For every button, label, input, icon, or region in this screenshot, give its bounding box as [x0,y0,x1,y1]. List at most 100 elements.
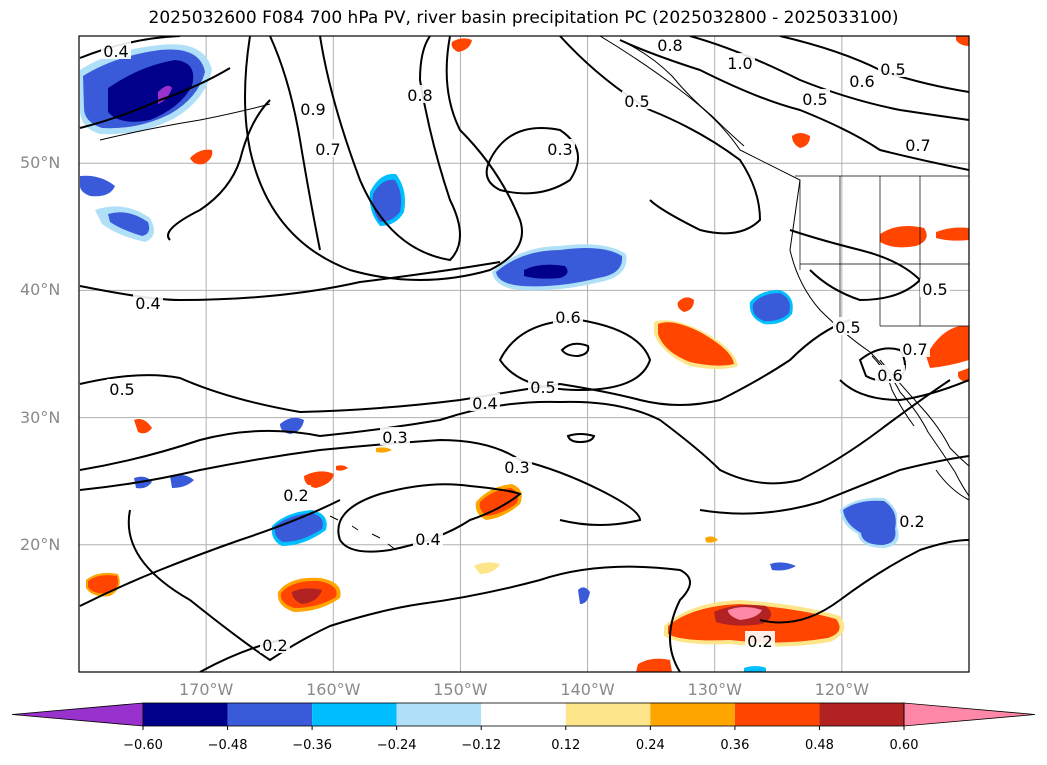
contour-label: 0.8 [657,36,682,55]
contour-label: 0.5 [922,280,947,299]
contour-label: 0.2 [283,486,308,505]
latitude-tick-label: 50°N [20,153,61,173]
contour-label: 0.4 [472,394,497,413]
precip-region [274,513,323,542]
contour-label: 0.5 [109,380,134,399]
precip-region [88,575,118,594]
precip-region [752,293,790,322]
colorbar-tick-label: 0.36 [720,738,750,753]
precip-region [108,60,194,122]
contour-label-bg [847,71,877,89]
longitude-tick-label: 120°W [814,680,870,699]
precip-region [292,588,322,604]
coastline-alaska-islands [619,39,745,147]
contour-label: 0.8 [407,86,432,105]
contour-label-bg [655,36,685,53]
border-states [799,176,969,326]
coastline-north-america [599,36,969,497]
pv-contour [79,499,341,607]
precip-region [705,536,718,543]
contour-label-bg [528,377,558,395]
precip-region [524,264,568,279]
precip-region [134,419,152,434]
latitude-tick-label: 30°N [20,407,61,427]
precip-region [792,133,810,148]
longitude-tick-label: 130°W [687,680,742,699]
pv-contour [566,433,596,444]
contour-label-bg [405,85,435,103]
colorbar-tick-label: −0.36 [292,738,333,753]
colorbar-segment [650,703,735,726]
contour-label: 0.7 [905,136,930,155]
contour-label-bg [298,99,328,117]
pv-contour [319,36,461,262]
precip-region [170,474,194,488]
colorbar-extend-high [903,702,1036,727]
contour-label-bg [878,59,908,77]
contour-label: 0.5 [530,378,555,397]
pv-contour [619,39,969,171]
contour-label-bg [553,307,583,325]
longitude-tick-label: 140°W [560,680,615,699]
colorbar-tick-label: −0.12 [461,738,502,753]
precip-region [880,226,927,248]
colorbar-segment [819,703,904,726]
precip-region [474,562,500,574]
pv-contour [79,379,951,485]
pv-contour [244,36,523,281]
contour-label-bg [470,393,500,411]
precip-region [770,562,796,571]
precip-region [80,175,115,197]
longitude-tick-label: 150°W [433,680,488,699]
colorbar-segment [227,703,313,726]
contour-label-bg [380,427,410,445]
colorbar-tick-label: −0.60 [123,738,163,753]
precip-region [372,179,402,222]
pv-contours [79,36,969,672]
pv-contour [789,229,922,302]
contour-label-bg [281,485,311,503]
borders [795,175,969,327]
colorbar-segment [312,703,397,726]
precip-region [926,326,969,368]
colorbar-tick-label: 0.48 [804,738,834,753]
aleutian-islands [99,103,271,141]
contour-label: 1.0 [727,54,752,73]
coastline-mexico [935,469,969,501]
contour-label: 0.9 [300,100,325,119]
precip-region [936,227,969,241]
longitude-tick-label: 170°W [178,680,234,699]
contour-label: 0.6 [877,366,902,385]
pv-contour [269,36,321,251]
precip-region [636,658,672,672]
pv-contour [79,438,642,526]
contour-label: 0.7 [315,140,340,159]
colorbar-segment [143,703,228,726]
precip-region [677,297,694,312]
contour-label-bg [133,293,163,311]
contour-label: 0.7 [902,340,927,359]
coastline-gulf-of-california [879,359,969,467]
pv-contour [337,483,522,553]
contour-label: 0.3 [547,140,572,159]
coastlines [99,36,969,551]
precip-region [451,38,472,52]
colorbar-tick-label: 0.12 [551,738,581,753]
map-frame [78,35,970,673]
precip-region [376,447,392,453]
precip-region [479,488,519,516]
contour-label-bg [622,91,652,109]
pv-contour [560,342,590,358]
contour-label-bg [903,135,933,153]
pv-contour [485,127,579,195]
contour-label-bg [413,529,443,547]
pv-contour [167,99,271,241]
precip-region [304,471,334,488]
contour-label: 0.5 [835,318,860,337]
contour-label: 0.6 [849,72,874,91]
colorbar-segment [565,703,651,726]
colorbar-segment [396,703,482,726]
pv-contour [79,67,231,129]
longitude-tick-label: 160°W [306,680,361,699]
